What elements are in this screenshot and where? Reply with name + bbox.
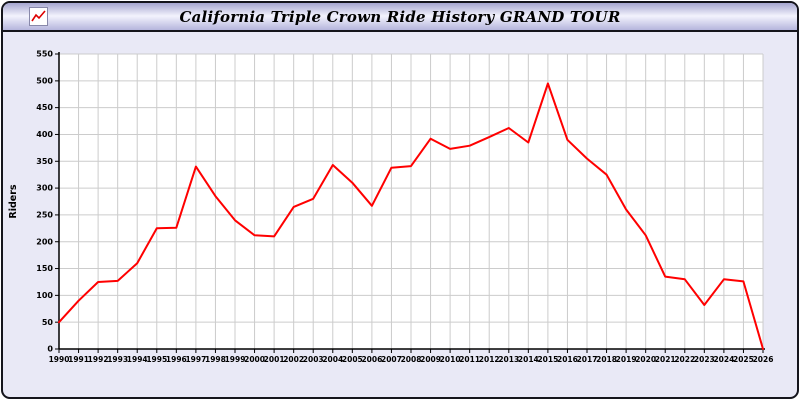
svg-text:2001: 2001 (264, 355, 285, 364)
svg-text:50: 50 (42, 318, 54, 327)
svg-text:2006: 2006 (361, 355, 382, 364)
svg-text:100: 100 (36, 291, 53, 300)
svg-text:2015: 2015 (537, 355, 558, 364)
svg-text:2026: 2026 (753, 355, 774, 364)
svg-text:2021: 2021 (655, 355, 676, 364)
svg-text:1994: 1994 (127, 355, 148, 364)
svg-text:300: 300 (36, 184, 53, 193)
app-icon (29, 7, 48, 26)
svg-text:2023: 2023 (694, 355, 715, 364)
window-title: California Triple Crown Ride History GRA… (179, 7, 621, 26)
svg-text:2011: 2011 (459, 355, 480, 364)
svg-text:2003: 2003 (303, 355, 324, 364)
svg-text:2005: 2005 (342, 355, 363, 364)
svg-text:2008: 2008 (401, 355, 422, 364)
svg-text:1998: 1998 (205, 355, 226, 364)
svg-text:2009: 2009 (420, 355, 441, 364)
chart-area: 0 50 100 150 200 250 300 350 400 450 500 550 1990 199… (3, 34, 797, 395)
svg-text:500: 500 (36, 76, 53, 85)
svg-text:450: 450 (36, 103, 53, 112)
ride-history-line-chart: 0501001502002503003504004505005501990199… (8, 50, 774, 364)
svg-text:1996: 1996 (166, 355, 187, 364)
svg-text:200: 200 (36, 237, 53, 246)
svg-text:2013: 2013 (498, 355, 519, 364)
title-bar: California Triple Crown Ride History GRA… (3, 3, 797, 32)
svg-text:1995: 1995 (146, 355, 167, 364)
svg-text:1997: 1997 (185, 355, 206, 364)
svg-text:250: 250 (36, 211, 53, 220)
svg-text:2004: 2004 (322, 355, 343, 364)
svg-text:1992: 1992 (88, 355, 109, 364)
svg-text:2020: 2020 (635, 355, 656, 364)
svg-text:2019: 2019 (616, 355, 637, 364)
svg-text:2002: 2002 (283, 355, 304, 364)
svg-text:350: 350 (36, 157, 53, 166)
svg-text:1993: 1993 (107, 355, 128, 364)
svg-text:2018: 2018 (596, 355, 617, 364)
svg-text:550: 550 (36, 50, 53, 59)
svg-text:2022: 2022 (674, 355, 695, 364)
svg-text:0: 0 (47, 345, 53, 354)
svg-text:400: 400 (36, 130, 53, 139)
svg-text:2024: 2024 (713, 355, 734, 364)
svg-text:Riders: Riders (8, 184, 19, 219)
svg-text:2025: 2025 (733, 355, 754, 364)
svg-text:1991: 1991 (68, 355, 89, 364)
svg-text:1990: 1990 (49, 355, 70, 364)
svg-text:2000: 2000 (244, 355, 265, 364)
svg-text:1999: 1999 (225, 355, 246, 364)
svg-text:150: 150 (36, 264, 53, 273)
svg-text:2017: 2017 (577, 355, 598, 364)
svg-text:2007: 2007 (381, 355, 402, 364)
svg-text:2014: 2014 (518, 355, 539, 364)
svg-text:2012: 2012 (479, 355, 500, 364)
svg-text:2016: 2016 (557, 355, 578, 364)
svg-text:2010: 2010 (440, 355, 461, 364)
